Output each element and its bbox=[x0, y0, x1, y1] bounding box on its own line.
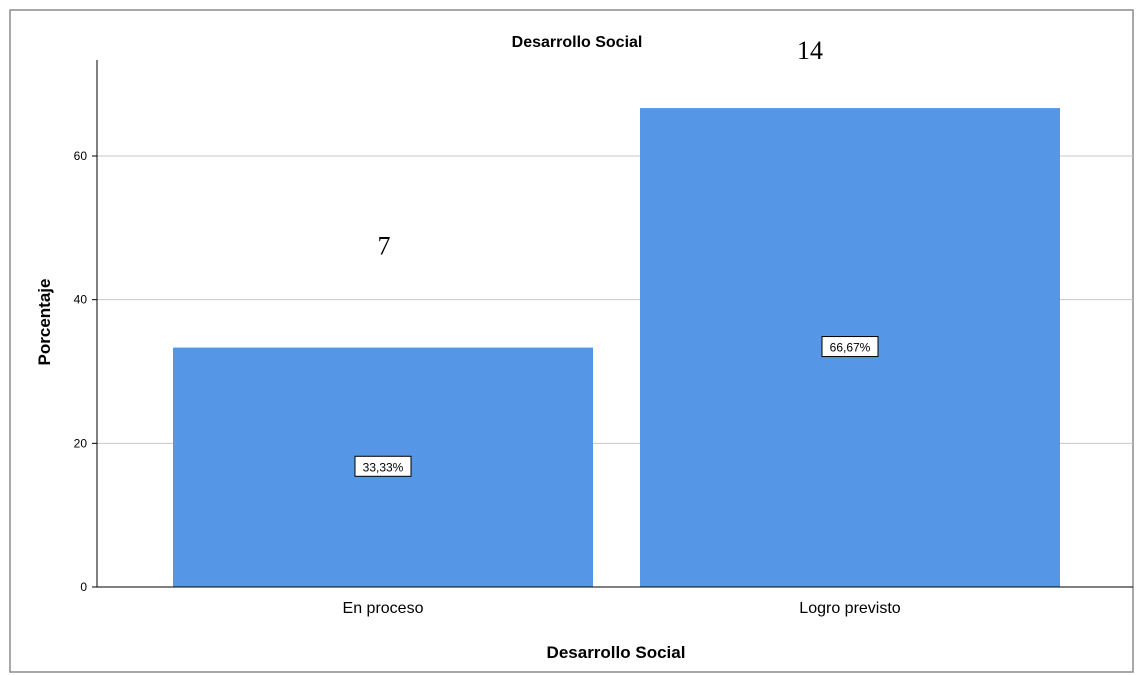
axes: 0 20 40 60 En proceso Logro previsto bbox=[74, 60, 1133, 617]
y-tick-label: 60 bbox=[74, 149, 88, 163]
x-category-label: Logro previsto bbox=[799, 600, 900, 617]
y-tick-label: 40 bbox=[74, 293, 88, 307]
y-tick-label: 20 bbox=[74, 436, 88, 450]
count-annotation: 7 bbox=[378, 232, 391, 261]
count-annotation: 14 bbox=[797, 36, 823, 65]
bar-data-label-box bbox=[354, 455, 412, 477]
y-tick-label: 0 bbox=[80, 580, 87, 594]
x-axis-title: Desarrollo Social bbox=[547, 643, 686, 662]
chart-title: Desarrollo Social bbox=[512, 34, 643, 51]
bar-data-label: 66,67% bbox=[830, 341, 871, 355]
y-axis-title: Porcentaje bbox=[35, 279, 54, 366]
labels: 33,33% 7 66,67% 14 bbox=[354, 36, 879, 477]
bar-data-label: 33,33% bbox=[363, 460, 404, 474]
x-category-label: En proceso bbox=[343, 600, 424, 617]
bar-data-label-box bbox=[821, 336, 879, 358]
